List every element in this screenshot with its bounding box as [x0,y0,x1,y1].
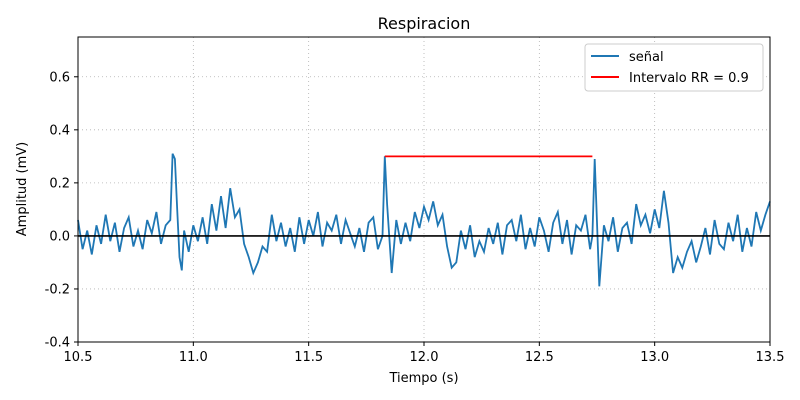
x-tick-label: 12.0 [410,350,439,365]
x-axis-label: Tiempo (s) [388,371,458,386]
x-tick-label: 10.5 [64,350,93,365]
y-tick-label: 0.2 [49,176,70,191]
y-tick-label: 0.0 [49,229,70,244]
y-tick-label: 0.6 [49,70,70,85]
legend-box [584,43,764,92]
x-tick-label: 12.5 [525,350,554,365]
y-axis-label: Amplitud (mV) [15,142,30,236]
x-tick-label: 11.5 [294,350,323,365]
y-tick-label: -0.4 [45,336,70,351]
x-tick-label: 13.5 [756,350,785,365]
signal-series-line [77,153,771,287]
x-tick-label: 11.0 [179,350,208,365]
series-layer [77,153,771,287]
y-tick-label: 0.4 [49,123,70,138]
legend-signal-label: señal [629,50,664,65]
x-tick-label: 13.0 [640,350,669,365]
axis-ticks: 10.5 11.0 11.5 12.0 12.5 13.0 13.5 -0.4 -0.2 0.0 0… [45,70,785,365]
legend: señal Intervalo RR = 0.9 [584,43,764,92]
chart-title: Respiracion [378,14,471,33]
legend-rr-label: Intervalo RR = 0.9 [629,71,749,86]
y-tick-label: -0.2 [45,282,70,297]
